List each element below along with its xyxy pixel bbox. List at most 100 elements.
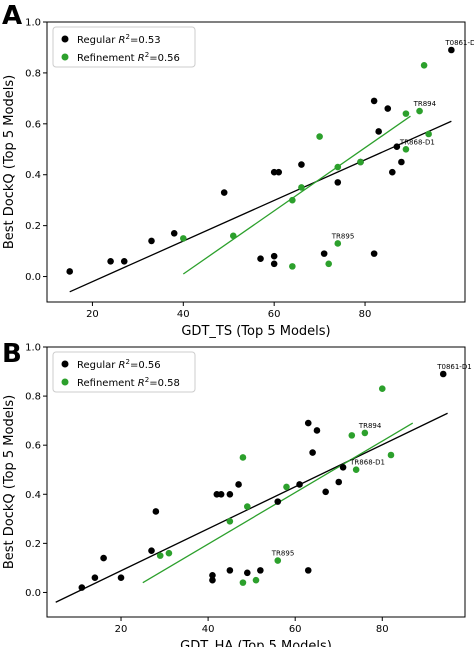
data-point-refinement	[239, 454, 247, 461]
data-point-regular	[257, 255, 264, 263]
data-point-regular	[270, 260, 278, 268]
point-annotation: TR894	[358, 422, 382, 430]
legend-r2-symbol: R	[115, 35, 125, 46]
y-tick-label: 0.0	[25, 588, 41, 599]
data-point-regular	[275, 168, 283, 176]
data-point-regular	[296, 481, 303, 488]
data-point-refinement	[378, 385, 386, 393]
legend-marker-refinement	[61, 53, 69, 61]
data-point-refinement	[425, 130, 432, 138]
data-point-refinement	[226, 517, 234, 525]
y-tick-label: 0.8	[25, 392, 41, 403]
data-point-refinement	[283, 483, 290, 491]
data-point-regular	[148, 237, 155, 245]
data-point-regular	[448, 46, 455, 54]
point-annotation: TR868-D1	[349, 459, 385, 467]
data-point-refinement	[334, 240, 342, 247]
data-point-refinement	[252, 576, 260, 584]
data-point-regular	[320, 250, 328, 257]
data-point-regular	[170, 229, 178, 237]
y-axis-label: Best DockQ (Top 5 Models)	[2, 75, 17, 249]
data-point-regular	[393, 143, 401, 151]
x-tick-label: 20	[86, 309, 99, 320]
x-tick-label: 60	[289, 624, 302, 635]
point-annotation: TR894	[413, 100, 437, 108]
point-annotation: TR895	[331, 232, 355, 240]
data-point-refinement	[316, 133, 323, 140]
legend-r2-exponent: 2	[126, 33, 130, 41]
data-point-regular	[220, 189, 228, 196]
x-tick-label: 80	[376, 624, 389, 635]
point-annotation: T0861-D1	[444, 39, 474, 47]
x-axis-label: GDT_TS (Top 5 Models)	[181, 324, 330, 339]
legend-series-name: Regular	[77, 35, 116, 46]
panel-a: A 20 40 60 80 0.0 0.2 0.4 0.6 0.8 1.0 GDT_TS (Top 5…	[2, 1, 474, 339]
y-tick-label: 0.6	[25, 441, 41, 452]
x-tick-label: 60	[268, 309, 281, 320]
x-axis-label: GDT_HA (Top 5 Models)	[180, 639, 332, 647]
y-axis-label: Best DockQ (Top 5 Models)	[2, 395, 17, 569]
data-point-regular	[322, 488, 329, 496]
legend-box	[52, 26, 196, 68]
legend-r2-exponent: 2	[126, 358, 130, 366]
data-point-regular	[370, 250, 378, 257]
data-point-regular	[209, 571, 216, 579]
data-point-regular	[334, 179, 342, 186]
fit-line-regular	[55, 412, 448, 603]
point-annotation: TR895	[271, 550, 295, 558]
panel-letter: B	[2, 339, 22, 369]
y-tick-label: 1.0	[25, 343, 41, 354]
fit-line-regular	[69, 120, 452, 293]
x-tick-label: 40	[202, 624, 215, 635]
data-point-regular	[120, 257, 128, 265]
data-point-refinement	[165, 549, 173, 557]
legend-entry-regular: Regular R2=0.53	[77, 33, 161, 46]
data-point-refinement	[420, 61, 428, 69]
panel-letter: A	[2, 1, 22, 31]
data-point-regular	[375, 128, 382, 135]
data-point-refinement	[156, 552, 164, 559]
legend-r2-symbol: R	[135, 378, 145, 389]
data-point-refinement	[289, 196, 296, 204]
data-point-regular	[117, 574, 125, 582]
y-tick-label: 1.0	[25, 18, 41, 29]
data-point-regular	[274, 498, 282, 505]
data-point-regular	[66, 268, 74, 275]
data-point-refinement	[361, 429, 369, 437]
legend-r2-symbol: R	[115, 360, 125, 371]
data-point-refinement	[239, 579, 247, 586]
fit-line-refinement	[182, 115, 411, 275]
data-point-regular	[270, 252, 278, 260]
data-point-regular	[209, 576, 216, 584]
data-point-refinement	[416, 107, 423, 115]
data-point-regular	[298, 161, 305, 168]
legend-r2-exponent: 2	[145, 376, 149, 384]
legend-r2-value: =0.53	[130, 35, 161, 46]
data-point-refinement	[289, 263, 296, 270]
data-point-refinement	[229, 232, 237, 240]
data-point-regular	[313, 427, 321, 434]
data-point-refinement	[357, 158, 364, 166]
data-point-refinement	[180, 235, 187, 242]
legend-entry-refinement: Refinement R2=0.58	[77, 376, 180, 389]
plot-frame	[46, 346, 466, 618]
y-tick-label: 0.6	[25, 119, 41, 130]
legend-entry-refinement: Refinement R2=0.56	[77, 51, 180, 64]
legend-series-name: Refinement	[77, 53, 135, 64]
data-point-refinement	[348, 432, 356, 439]
point-annotation: TR868-D1	[399, 138, 435, 146]
legend-r2-value: =0.58	[149, 378, 180, 389]
y-tick-label: 0.4	[25, 170, 41, 181]
data-point-regular	[107, 257, 114, 265]
legend-marker-regular	[61, 360, 69, 368]
data-point-regular	[270, 168, 278, 176]
data-point-regular	[398, 158, 405, 166]
data-point-refinement	[352, 466, 360, 474]
legend-marker-refinement	[61, 378, 69, 386]
legend-r2-exponent: 2	[145, 51, 149, 59]
data-point-regular	[243, 569, 251, 577]
data-point-regular	[217, 490, 225, 498]
data-point-refinement	[402, 145, 410, 153]
y-tick-label: 0.4	[25, 490, 41, 501]
y-tick-label: 0.2	[25, 539, 41, 550]
